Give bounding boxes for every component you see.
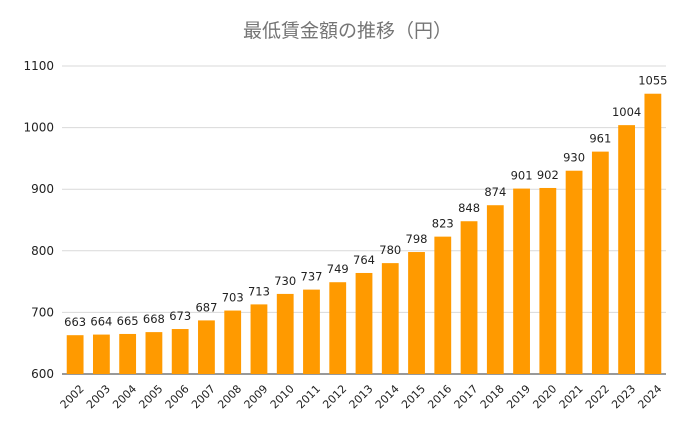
x-tick-label-2015: 2015: [399, 382, 428, 411]
bar-2011: [303, 289, 320, 374]
x-tick-label-2010: 2010: [268, 382, 297, 411]
y-tick-label: 600: [31, 367, 54, 381]
bar-2010: [276, 293, 294, 374]
data-label-2005: 668: [143, 312, 165, 326]
bar-2023: [618, 125, 636, 374]
data-label-2013: 764: [353, 253, 375, 267]
data-label-2004: 665: [117, 314, 139, 328]
data-labels: 663 664 665 668 673 687 703 713 730 737 749 764 780 7…: [64, 74, 667, 329]
bar-2004: [119, 333, 137, 374]
data-label-2008: 703: [222, 291, 244, 305]
data-label-2007: 687: [195, 300, 217, 314]
x-tick-label-2024: 2024: [635, 382, 664, 411]
y-tick-label: 1100: [23, 59, 54, 73]
data-label-2002: 663: [64, 315, 86, 329]
bar-2006: [171, 329, 189, 374]
bar-2012: [329, 282, 347, 374]
data-label-2019: 901: [511, 169, 533, 183]
bar-2013: [355, 272, 373, 374]
x-tick-label-2008: 2008: [215, 382, 244, 411]
data-label-2015: 798: [406, 232, 428, 246]
x-tick-label-2020: 2020: [530, 382, 559, 411]
x-tick-label-2018: 2018: [478, 382, 507, 411]
bar-2022: [591, 151, 609, 374]
data-label-2017: 848: [458, 201, 480, 215]
y-tick-label: 1000: [23, 121, 54, 135]
data-label-2006: 673: [169, 309, 191, 323]
bar-2008: [224, 310, 242, 374]
bar-2005: [145, 332, 163, 374]
x-tick-label-2023: 2023: [609, 382, 638, 411]
data-label-2020: 902: [537, 168, 559, 182]
data-label-2024: 1055: [638, 74, 667, 88]
x-tick-label-2006: 2006: [163, 382, 192, 411]
data-label-2009: 713: [248, 284, 270, 298]
data-label-2010: 730: [274, 274, 296, 288]
bar-2016: [434, 236, 452, 374]
x-tick-label-2017: 2017: [452, 382, 481, 411]
x-tick-label-2011: 2011: [294, 382, 323, 411]
chart-title: 最低賃金額の推移（円）: [242, 20, 452, 42]
bar-2002: [66, 335, 84, 374]
x-tick-label-2012: 2012: [320, 382, 349, 411]
data-label-2018: 874: [484, 185, 506, 199]
y-tick-label: 800: [31, 244, 54, 258]
bar-2024: [644, 93, 662, 374]
bar-2014: [381, 263, 399, 374]
x-axis-ticks: 2002200320042005200620072008200920102011…: [58, 382, 665, 411]
data-label-2011: 737: [301, 270, 323, 284]
x-tick-label-2016: 2016: [425, 382, 454, 411]
bar-2003: [92, 334, 110, 374]
bar-2007: [198, 320, 215, 374]
bar-2020: [539, 187, 557, 374]
bar-2015: [408, 252, 425, 374]
y-axis-ticks: 600 700 800 900 1000 1100: [23, 59, 54, 381]
data-label-2021: 930: [563, 151, 585, 165]
x-tick-label-2021: 2021: [557, 382, 586, 411]
y-tick-label: 900: [31, 182, 54, 196]
bar-2018: [486, 205, 504, 374]
data-label-2014: 780: [379, 243, 401, 257]
data-label-2023: 1004: [612, 105, 641, 119]
x-tick-label-2014: 2014: [373, 382, 402, 411]
x-tick-label-2007: 2007: [189, 382, 218, 411]
data-label-2016: 823: [432, 217, 454, 231]
bar-2017: [460, 221, 478, 374]
x-tick-label-2004: 2004: [110, 382, 139, 411]
data-label-2003: 664: [90, 315, 112, 329]
bar-2019: [513, 188, 530, 374]
y-tick-label: 700: [31, 305, 54, 319]
x-tick-label-2022: 2022: [583, 382, 612, 411]
data-label-2012: 749: [327, 262, 349, 276]
data-label-2022: 961: [589, 132, 611, 146]
x-tick-label-2013: 2013: [347, 382, 376, 411]
bars: [66, 93, 662, 374]
x-tick-label-2002: 2002: [58, 382, 87, 411]
x-tick-label-2005: 2005: [136, 382, 165, 411]
x-tick-label-2009: 2009: [242, 382, 271, 411]
x-tick-label-2019: 2019: [504, 382, 533, 411]
bar-2009: [250, 304, 268, 374]
x-tick-label-2003: 2003: [84, 382, 113, 411]
bar-2021: [565, 170, 583, 374]
